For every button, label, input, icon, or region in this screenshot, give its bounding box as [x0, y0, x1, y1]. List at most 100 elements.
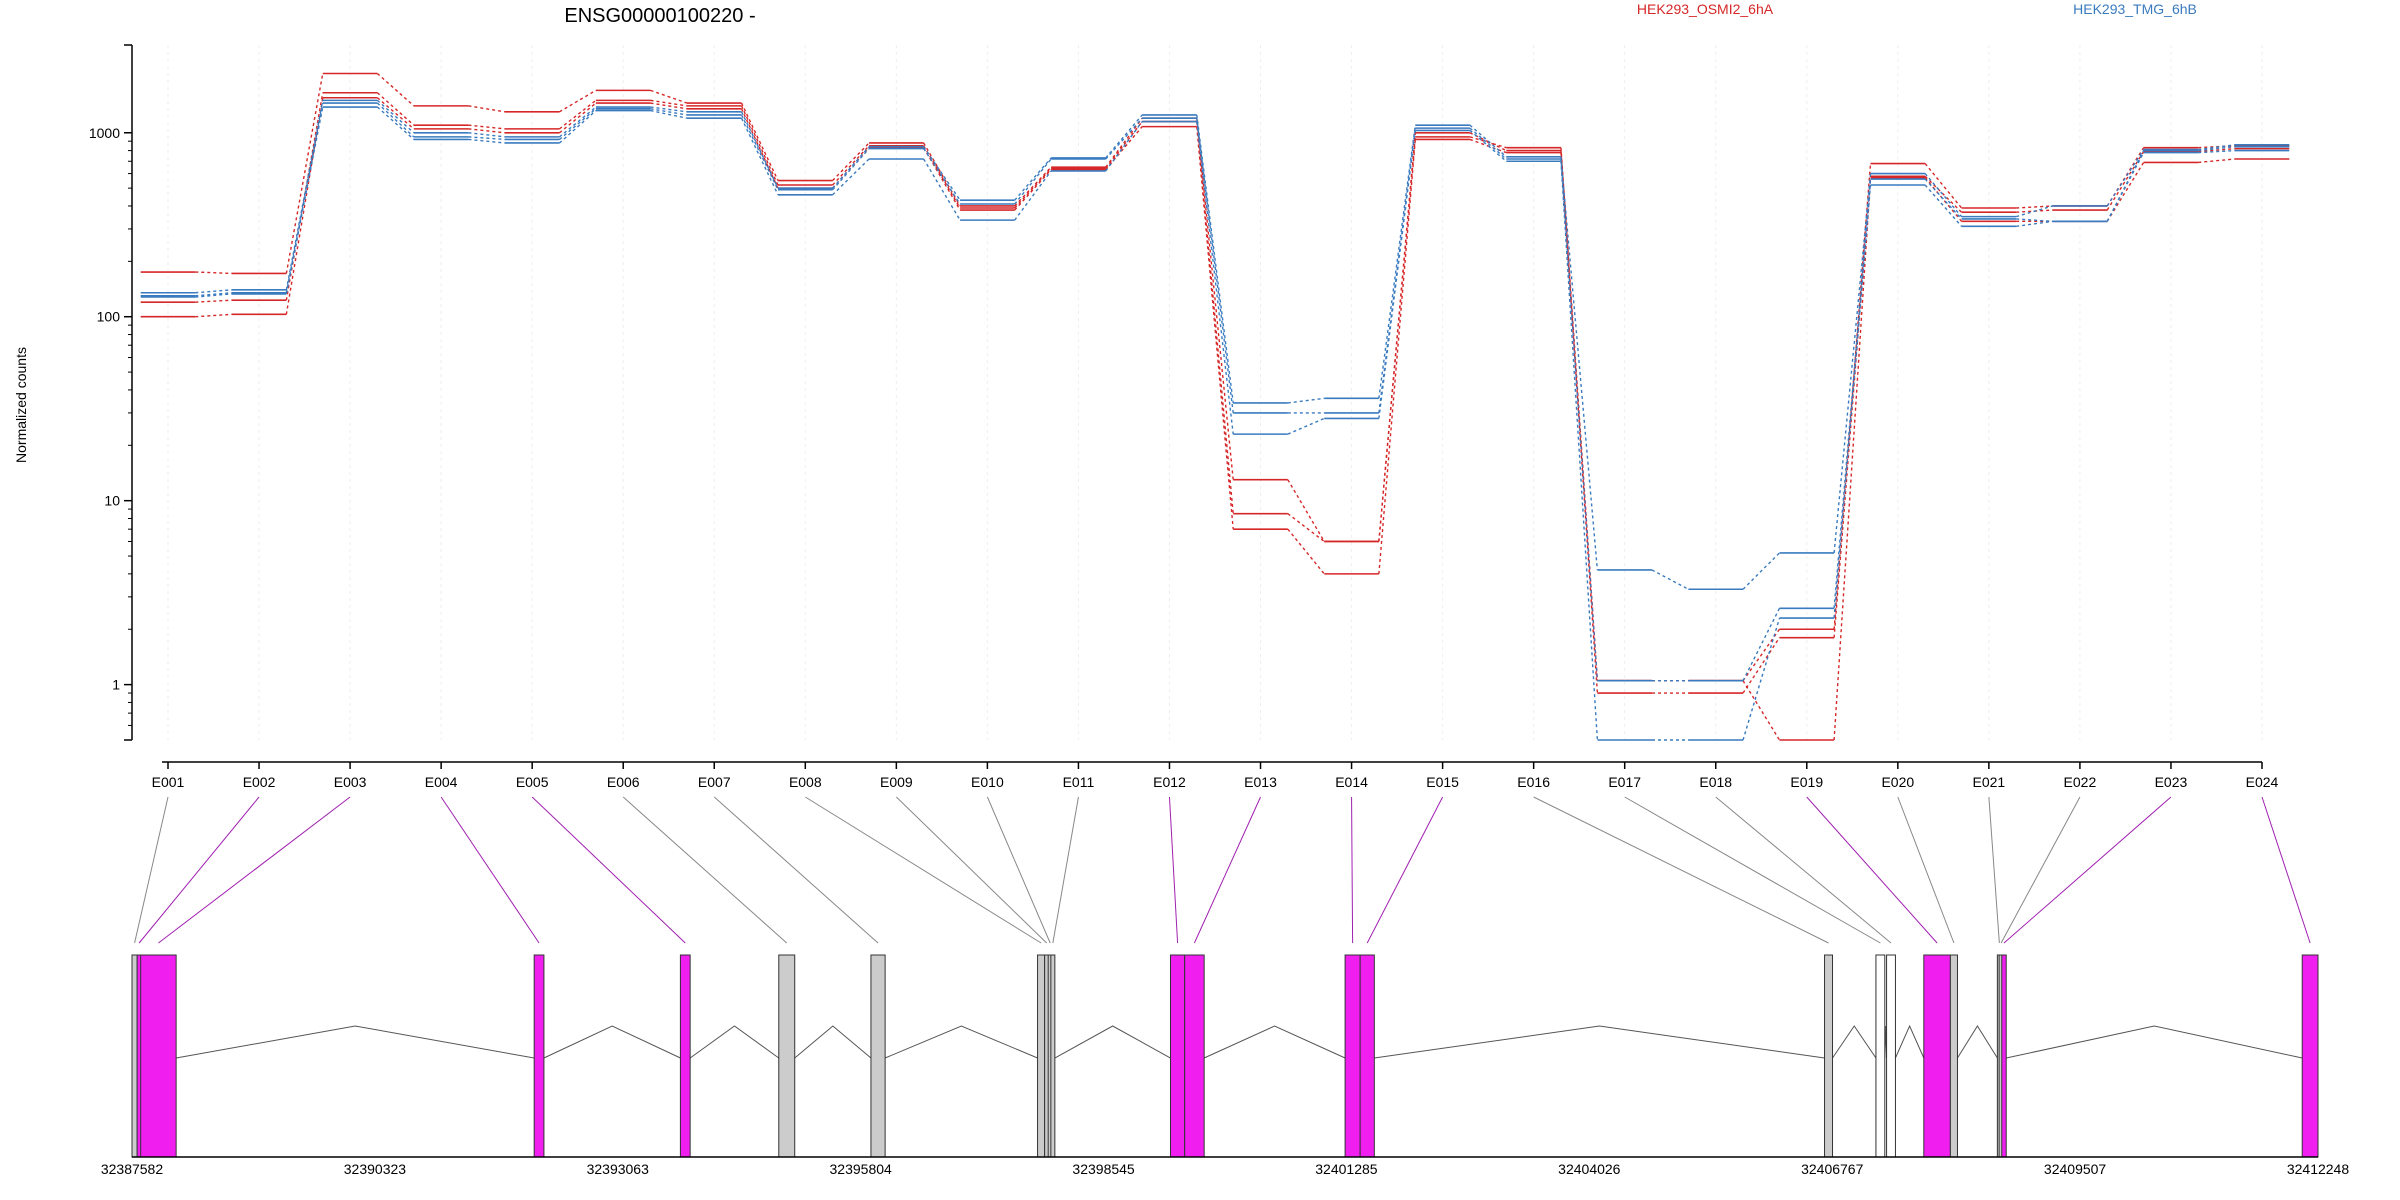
series-connector — [923, 147, 961, 211]
y-tick-label: 100 — [97, 309, 121, 325]
exon-box — [2001, 954, 2007, 1158]
exon-connector — [1897, 796, 1955, 944]
x-tick-label: E002 — [243, 774, 276, 790]
series-connector — [923, 145, 961, 209]
series-connector — [376, 99, 415, 134]
series-connector — [1196, 121, 1234, 435]
series-connector — [1924, 184, 1963, 227]
series-connector — [1105, 121, 1143, 169]
exon-connector — [1351, 796, 1354, 944]
exon-connector — [531, 796, 686, 944]
intron-line — [794, 1025, 872, 1059]
x-tick-label: E008 — [789, 774, 822, 790]
series-connector — [559, 110, 597, 144]
series-connector — [1014, 170, 1052, 221]
exon-box — [533, 954, 545, 1158]
series-connector — [650, 99, 688, 107]
series-connector — [1196, 126, 1234, 530]
genomic-coordinate-label: 32409507 — [2044, 1161, 2107, 1177]
series-connector — [2198, 144, 2235, 151]
series-connector — [559, 102, 597, 134]
series-connector — [1014, 166, 1052, 207]
series-connector — [2015, 205, 2053, 218]
series-connector — [1287, 397, 1325, 404]
intron-line — [1374, 1025, 1825, 1059]
intron-line — [1203, 1025, 1346, 1059]
series-connector — [1469, 129, 1507, 162]
series-connector — [1469, 138, 1507, 154]
series-connector — [832, 158, 870, 196]
series-connector — [1378, 125, 1416, 399]
series-connector — [1833, 173, 1872, 553]
x-tick-label: E020 — [1881, 774, 1914, 790]
series-connector — [195, 289, 232, 294]
series-connector — [1287, 528, 1325, 575]
series-connector — [468, 105, 505, 113]
x-tick-label: E019 — [1790, 774, 1823, 790]
series-connector — [1105, 126, 1143, 171]
series-connector — [1560, 161, 1599, 741]
series-connector — [1196, 118, 1234, 413]
exon-box — [778, 954, 796, 1158]
series-connector — [195, 293, 232, 298]
series-connector — [285, 100, 324, 290]
series-connector — [1105, 114, 1143, 159]
series-connector — [1651, 569, 1689, 590]
series-connector — [1742, 552, 1780, 590]
exon-connector — [805, 796, 1042, 944]
series-connector — [1469, 127, 1507, 160]
series-connector — [650, 108, 688, 116]
x-tick-label: E018 — [1699, 774, 1732, 790]
series-connector — [559, 99, 597, 130]
genomic-coordinate-label: 32398545 — [1072, 1161, 1135, 1177]
series-connector — [376, 92, 415, 126]
series-connector — [376, 72, 415, 107]
legend-entry-osmi2: HEK293_OSMI2_6hA — [1637, 1, 1774, 17]
series-connector — [559, 89, 597, 113]
x-tick-label: E016 — [1517, 774, 1550, 790]
intron-line — [1957, 1025, 1998, 1059]
series-connector — [468, 132, 505, 138]
intron-line — [543, 1025, 681, 1059]
chart-title: ENSG00000100220 - — [564, 5, 755, 27]
exon-box — [2301, 954, 2319, 1158]
series-connector — [2198, 158, 2235, 164]
series-line — [140, 91, 2290, 694]
series-connector — [285, 73, 324, 274]
genomic-coordinate-label: 32401285 — [1315, 1161, 1378, 1177]
series-line — [140, 96, 2290, 741]
series-connector — [2106, 147, 2145, 207]
exon-box — [1359, 954, 1375, 1158]
series-connector — [1742, 628, 1781, 682]
series-connector — [1196, 114, 1234, 403]
exon-box — [1875, 954, 1886, 1158]
series-connector — [195, 271, 232, 275]
series-connector — [376, 106, 415, 140]
genomic-coordinate-label: 32406767 — [1801, 1161, 1864, 1177]
series-connector — [2198, 147, 2235, 153]
series-connector — [1742, 680, 1781, 741]
exon-box — [1169, 954, 1186, 1158]
series-connector — [2016, 218, 2053, 223]
series-connector — [1742, 617, 1781, 741]
x-tick-label: E023 — [2155, 774, 2188, 790]
series-connector — [468, 136, 505, 141]
exon-box — [679, 954, 691, 1158]
series-connector — [285, 92, 324, 301]
exon-connector — [1988, 796, 2000, 944]
x-tick-label: E014 — [1335, 774, 1368, 790]
series-connector — [1014, 157, 1052, 201]
x-tick-label: E009 — [880, 774, 913, 790]
series-connector — [1833, 184, 1872, 619]
series-connector — [1014, 158, 1052, 205]
exon-box — [870, 954, 886, 1158]
exon-connector — [1624, 796, 1881, 944]
series-connector — [559, 106, 597, 138]
exon-connector — [1715, 796, 1892, 944]
series-connector — [2016, 220, 2053, 228]
exon-connector — [134, 796, 169, 944]
x-tick-label: E022 — [2064, 774, 2097, 790]
series-connector — [1287, 479, 1325, 542]
series-connector — [468, 124, 505, 130]
series-connector — [740, 102, 779, 181]
